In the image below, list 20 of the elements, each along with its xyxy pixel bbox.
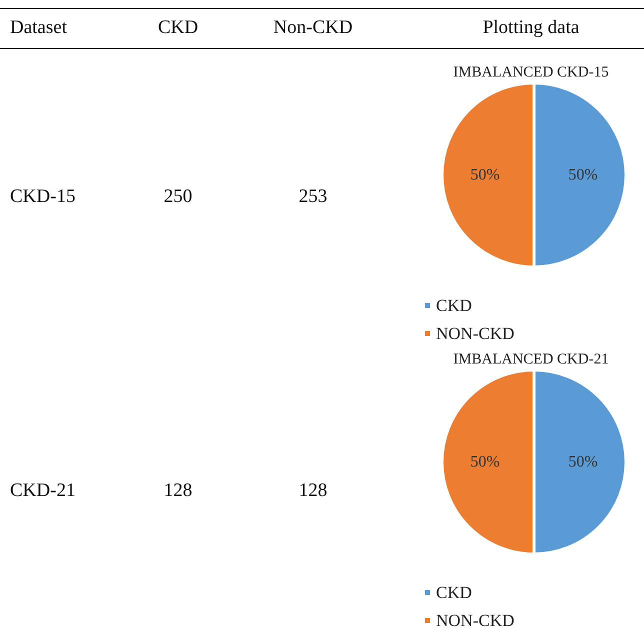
text: 128 xyxy=(298,480,328,502)
text: 250 xyxy=(164,186,192,208)
legend-label: NON-CKD xyxy=(436,611,514,630)
text: 253 xyxy=(298,186,328,208)
text: Plotting data xyxy=(482,17,580,39)
data-label: 50% xyxy=(470,166,500,184)
text: CKD-15 xyxy=(10,186,76,208)
text: Non-CKD xyxy=(273,17,353,39)
legend-label: NON-CKD xyxy=(436,324,514,343)
text: Dataset xyxy=(10,17,67,39)
data-label: 50% xyxy=(568,166,598,184)
text: CKD-21 xyxy=(10,480,76,502)
data-label: 50% xyxy=(470,454,500,470)
data-label: 50% xyxy=(568,454,598,470)
legend-label: CKD xyxy=(436,296,472,315)
text: CKD xyxy=(158,17,198,39)
text: 128 xyxy=(164,480,192,502)
chart-title: IMBALANCED CKD-15 xyxy=(453,64,609,80)
legend-label: CKD xyxy=(436,583,472,602)
chart-title: IMBALANCED CKD-21 xyxy=(453,352,609,368)
